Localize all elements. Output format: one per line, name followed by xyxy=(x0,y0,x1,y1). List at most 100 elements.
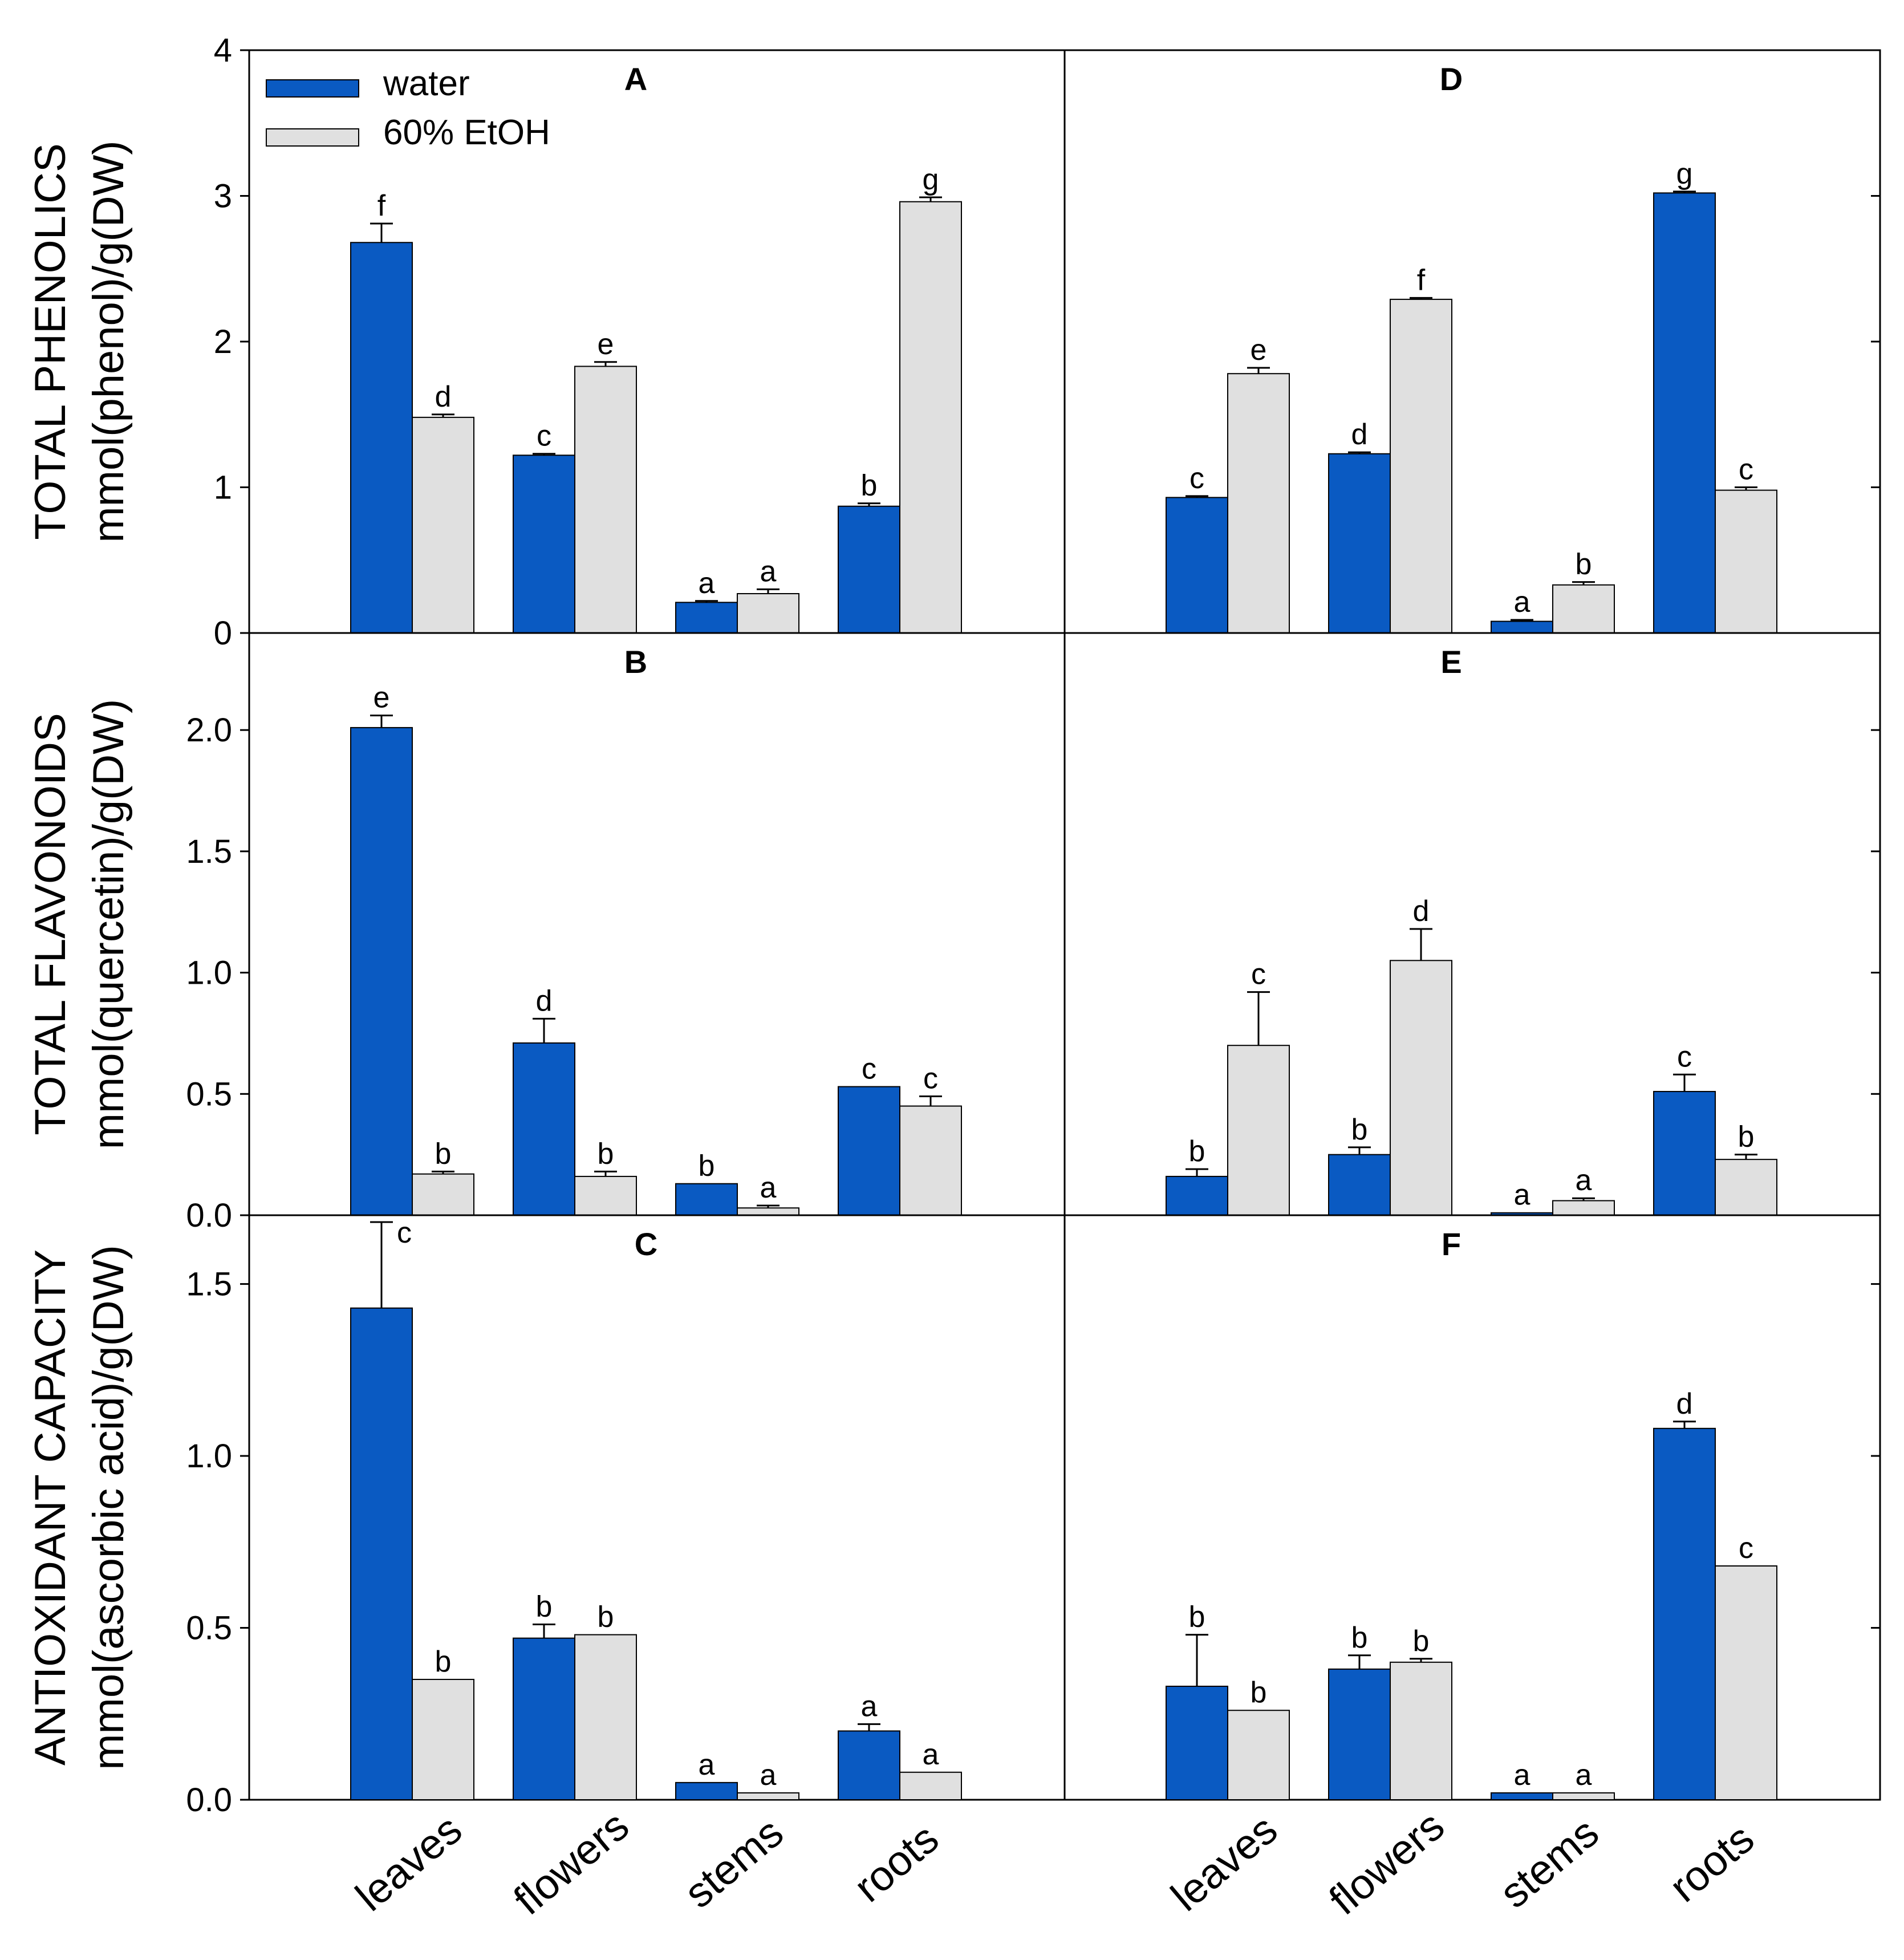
legend-swatch-0 xyxy=(266,79,359,98)
bar-A-water-roots xyxy=(838,505,900,634)
legend-label: 60% EtOH xyxy=(383,113,550,152)
significance-letter: b xyxy=(435,1645,452,1678)
significance-letter: a xyxy=(760,555,777,588)
y-tick-label: 1.5 xyxy=(186,833,232,870)
bar-F-water-flowers xyxy=(1328,1668,1391,1800)
panel-frame-E xyxy=(1063,632,1881,1216)
bar-C-60etoh-roots xyxy=(899,1771,962,1800)
significance-letter: c xyxy=(537,420,551,453)
bar-D-water-flowers xyxy=(1328,453,1391,634)
significance-letter: c xyxy=(862,1053,876,1086)
y-axis-title: TOTAL FLAVONOIDS xyxy=(26,713,75,1135)
panel-label: A xyxy=(624,61,647,97)
x-category-label: flowers xyxy=(505,1801,638,1924)
significance-letter: b xyxy=(1351,1113,1368,1146)
panel-label: B xyxy=(624,644,647,680)
panel-label: E xyxy=(1440,644,1462,680)
significance-letter: a xyxy=(923,1738,939,1771)
bar-D-60etoh-roots xyxy=(1715,489,1777,634)
bar-B-water-roots xyxy=(838,1086,900,1216)
bar-C-60etoh-stems xyxy=(737,1792,799,1800)
significance-letter: a xyxy=(861,1690,878,1723)
significance-letter: b xyxy=(1413,1625,1430,1658)
significance-letter: b xyxy=(536,1590,553,1624)
panel-label: F xyxy=(1442,1226,1461,1262)
y-tick-label: 1 xyxy=(214,469,232,506)
bar-F-water-leaves xyxy=(1166,1686,1228,1800)
significance-letter: c xyxy=(923,1062,938,1095)
bar-C-water-stems xyxy=(675,1782,738,1801)
bar-D-water-leaves xyxy=(1166,497,1228,634)
significance-letter: a xyxy=(1514,1179,1530,1212)
significance-letter: b xyxy=(1351,1621,1368,1654)
significance-letter: a xyxy=(699,567,715,600)
significance-letter: e xyxy=(1251,334,1267,367)
bar-A-60etoh-stems xyxy=(737,593,799,634)
y-tick-label: 4 xyxy=(214,32,232,69)
bar-E-60etoh-leaves xyxy=(1227,1045,1290,1216)
significance-letter: b xyxy=(861,469,878,502)
significance-letter: c xyxy=(1190,462,1204,495)
bar-A-60etoh-leaves xyxy=(412,416,474,634)
bar-A-water-leaves xyxy=(350,242,413,634)
significance-letter: g xyxy=(923,163,939,196)
significance-letter: a xyxy=(760,1171,777,1204)
bar-A-60etoh-flowers xyxy=(574,366,637,634)
significance-letter: d xyxy=(1676,1387,1693,1421)
y-tick-label: 0.0 xyxy=(186,1782,232,1819)
significance-letter: b xyxy=(1738,1121,1755,1154)
panel-frame-F xyxy=(1063,1214,1881,1801)
significance-letter: a xyxy=(699,1748,715,1782)
bar-C-60etoh-leaves xyxy=(412,1678,474,1801)
bar-F-60etoh-flowers xyxy=(1390,1661,1452,1800)
significance-letter: f xyxy=(1417,263,1426,297)
bar-D-60etoh-stems xyxy=(1552,584,1615,634)
bar-D-water-roots xyxy=(1653,192,1716,634)
y-tick-label: 1.0 xyxy=(186,955,232,992)
panel-label: C xyxy=(635,1226,657,1262)
bar-E-water-leaves xyxy=(1166,1175,1228,1216)
x-category-label: stems xyxy=(1491,1808,1607,1917)
bar-E-60etoh-stems xyxy=(1552,1200,1615,1216)
significance-letter: d xyxy=(536,984,553,1017)
significance-letter: b xyxy=(1189,1135,1205,1168)
bar-B-water-stems xyxy=(675,1183,738,1216)
y-axis-title: TOTAL PHENOLICS xyxy=(26,143,75,539)
y-tick-label: 2 xyxy=(214,323,232,360)
significance-letter: c xyxy=(1739,453,1753,486)
y-axis-subtitle: mmol(ascorbic acid)/g(DW) xyxy=(84,1245,133,1770)
bar-B-60etoh-stems xyxy=(737,1207,799,1216)
bar-E-60etoh-roots xyxy=(1715,1159,1777,1216)
x-category-label: leaves xyxy=(347,1805,470,1920)
legend-swatch-1 xyxy=(266,128,359,147)
significance-letter: c xyxy=(1677,1040,1692,1073)
bar-B-water-leaves xyxy=(350,727,413,1216)
x-category-label: roots xyxy=(1661,1815,1763,1911)
significance-letter: g xyxy=(1676,157,1693,190)
bar-D-60etoh-leaves xyxy=(1227,373,1290,634)
bar-B-60etoh-roots xyxy=(899,1105,962,1216)
significance-letter: c xyxy=(1739,1532,1753,1565)
significance-letter: d xyxy=(435,380,452,413)
bar-F-60etoh-stems xyxy=(1552,1792,1615,1800)
significance-letter: d xyxy=(1413,895,1430,928)
significance-letter: e xyxy=(598,328,614,361)
significance-letter: a xyxy=(1576,1164,1592,1197)
bar-C-60etoh-flowers xyxy=(574,1634,637,1800)
significance-letter: b xyxy=(598,1137,614,1170)
bar-B-water-flowers xyxy=(513,1042,575,1216)
bar-B-60etoh-flowers xyxy=(574,1175,637,1216)
significance-letter: e xyxy=(374,681,390,715)
bar-A-water-stems xyxy=(675,602,738,634)
y-tick-label: 1.5 xyxy=(186,1266,232,1303)
significance-letter: a xyxy=(1514,586,1530,619)
bar-C-water-leaves xyxy=(350,1307,413,1801)
y-tick-label: 2.0 xyxy=(186,712,232,749)
x-category-label: roots xyxy=(845,1815,947,1911)
significance-letter: a xyxy=(1514,1759,1530,1792)
y-tick-label: 3 xyxy=(214,178,232,215)
y-tick-label: 0.5 xyxy=(186,1610,232,1647)
significance-letter: a xyxy=(760,1759,777,1792)
legend-label: water xyxy=(383,64,470,103)
